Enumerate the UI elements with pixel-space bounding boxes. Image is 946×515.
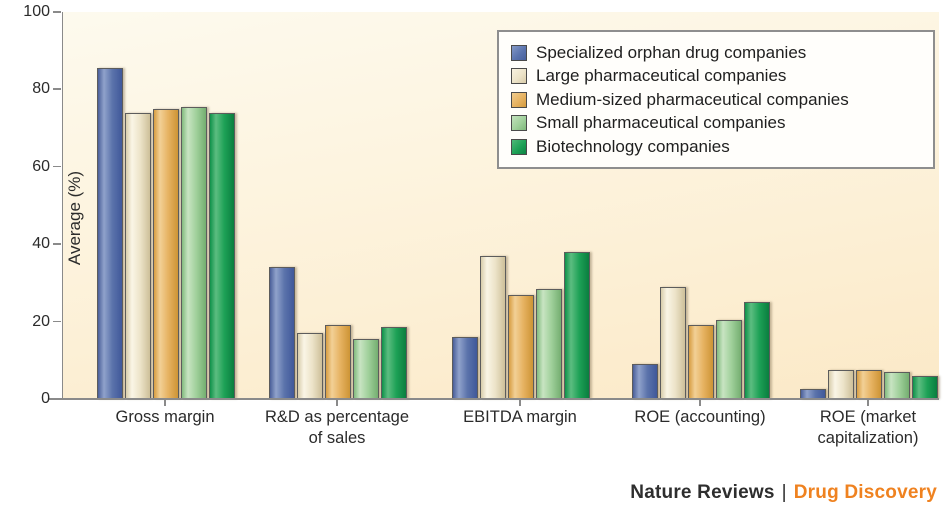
bar-3-4 — [884, 371, 910, 399]
bar-3-3 — [716, 319, 742, 399]
legend-label: Large pharmaceutical companies — [536, 66, 787, 86]
legend-label: Small pharmaceutical companies — [536, 113, 786, 133]
legend-item: Small pharmaceutical companies — [511, 112, 921, 136]
bar-2-2 — [508, 294, 534, 399]
y-axis-title: Average (%) — [65, 170, 84, 266]
legend-label: Specialized orphan drug companies — [536, 42, 807, 62]
y-tick-label: 20 — [32, 312, 50, 330]
legend-label: Biotechnology companies — [536, 136, 730, 156]
footer-brand: Nature Reviews — [630, 482, 775, 503]
bar-group — [627, 286, 775, 399]
bar-4-2 — [564, 251, 590, 399]
y-tick — [53, 320, 61, 323]
bar-3-1 — [353, 339, 379, 399]
legend-item: Specialized orphan drug companies — [511, 41, 921, 65]
bar-0-0 — [97, 68, 123, 399]
x-category-label: R&D as percentage of sales — [265, 408, 409, 448]
x-tick — [699, 399, 701, 406]
bar-2-3 — [688, 325, 714, 399]
bar-4-4 — [912, 375, 938, 399]
bar-2-4 — [856, 369, 882, 399]
footer-separator: | — [781, 482, 787, 503]
bar-3-2 — [536, 288, 562, 399]
bar-1-1 — [297, 333, 323, 399]
y-tick — [53, 11, 61, 13]
y-tick-label: 0 — [41, 390, 50, 407]
bar-4-0 — [209, 112, 235, 399]
y-tick-label: 60 — [32, 157, 50, 175]
x-category-label: ROE (market capitalization) — [817, 408, 919, 448]
x-tick — [519, 399, 521, 406]
y-tick-label: 80 — [32, 80, 50, 98]
x-tick — [336, 399, 338, 406]
bar-1-3 — [660, 286, 686, 399]
x-axis-line — [48, 398, 939, 400]
footer-journal: Drug Discovery — [793, 482, 937, 503]
legend-label: Medium-sized pharmaceutical companies — [536, 89, 849, 109]
legend: Specialized orphan drug companies Large p… — [497, 30, 935, 169]
y-tick — [53, 398, 61, 400]
bar-1-4 — [828, 369, 854, 399]
x-category-label: Gross margin — [115, 408, 215, 426]
legend-items: Specialized orphan drug companies Large p… — [511, 41, 921, 159]
bar-0-4 — [800, 389, 826, 399]
bar-1-0 — [125, 112, 151, 399]
legend-swatch — [511, 138, 527, 155]
legend-swatch — [511, 44, 527, 61]
legend-item: Large pharmaceutical companies — [511, 65, 921, 89]
bar-1-2 — [480, 255, 506, 399]
bar-group — [92, 68, 240, 399]
bar-3-0 — [181, 106, 207, 399]
x-tick — [164, 399, 166, 406]
y-tick-label: 40 — [32, 235, 50, 253]
bar-4-3 — [744, 302, 770, 399]
bar-group — [447, 251, 595, 399]
bar-0-1 — [269, 267, 295, 399]
x-category-label: EBITDA margin — [463, 408, 577, 426]
legend-item: Medium-sized pharmaceutical companies — [511, 88, 921, 112]
bar-2-0 — [153, 108, 179, 399]
bar-4-1 — [381, 327, 407, 399]
y-tick — [53, 165, 61, 168]
bar-2-1 — [325, 325, 351, 399]
x-category-label: ROE (accounting) — [634, 408, 766, 426]
legend-swatch — [511, 68, 527, 85]
y-tick — [53, 88, 61, 90]
bar-group — [264, 267, 412, 399]
legend-swatch — [511, 91, 527, 108]
bar-0-2 — [452, 337, 478, 399]
bar-0-3 — [632, 364, 658, 399]
y-tick-label: 100 — [23, 3, 50, 20]
y-tick — [53, 243, 61, 245]
legend-swatch — [511, 115, 527, 132]
x-tick — [867, 399, 869, 406]
footer-credit: Nature Reviews | Drug Discovery — [630, 482, 937, 504]
legend-item: Biotechnology companies — [511, 135, 921, 159]
bar-group — [795, 369, 943, 399]
